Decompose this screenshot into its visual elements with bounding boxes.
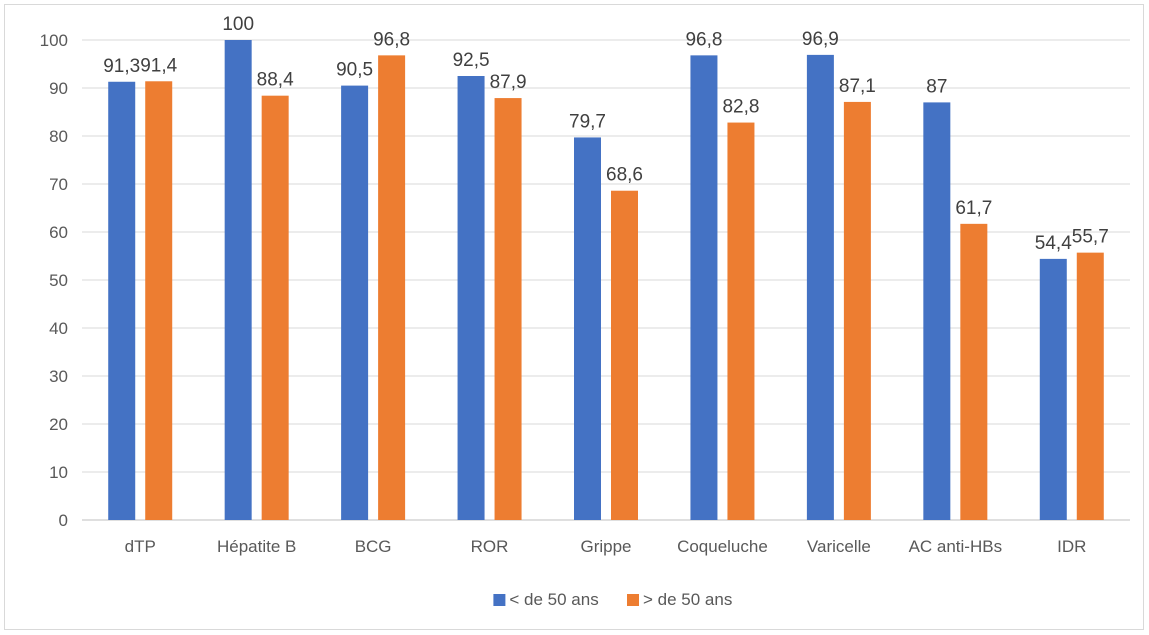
bar (611, 190, 638, 520)
data-label: 61,7 (955, 198, 992, 219)
legend-label: > de 50 ans (643, 590, 732, 609)
y-tick-label: 80 (49, 127, 68, 146)
data-label: 82,8 (722, 97, 759, 118)
data-label: 79,7 (569, 111, 606, 132)
data-label: 91,4 (140, 55, 177, 76)
y-tick-label: 90 (49, 79, 68, 98)
x-tick-label: dTP (125, 537, 156, 556)
x-tick-label: ROR (471, 537, 509, 556)
bar (574, 137, 601, 520)
data-label: 100 (222, 14, 254, 35)
bar (457, 76, 485, 520)
bar (1039, 258, 1067, 520)
data-label: 91,3 (103, 56, 140, 77)
bar (108, 81, 136, 520)
bar (1076, 252, 1104, 520)
data-label: 87,9 (490, 72, 527, 93)
legend-label: < de 50 ans (509, 590, 598, 609)
bar (806, 54, 834, 520)
data-label: 90,5 (336, 60, 373, 81)
bar (494, 98, 522, 520)
data-label: 96,8 (373, 29, 410, 50)
y-tick-label: 70 (49, 175, 68, 194)
x-tick-label: AC anti-HBs (909, 537, 1003, 556)
data-label: 88,4 (257, 70, 294, 91)
y-tick-label: 0 (59, 511, 68, 530)
x-tick-label: Hépatite B (217, 537, 296, 556)
bar (843, 101, 871, 521)
x-tick-label: Varicelle (807, 537, 871, 556)
y-tick-label: 20 (49, 415, 68, 434)
x-tick-label: BCG (355, 537, 392, 556)
bar (341, 85, 369, 520)
y-tick-label: 30 (49, 367, 68, 386)
bar (923, 102, 951, 521)
data-label: 68,6 (606, 165, 643, 186)
bar (690, 55, 718, 521)
data-label: 96,8 (685, 29, 722, 50)
bar (261, 95, 289, 521)
x-tick-label: IDR (1057, 537, 1086, 556)
y-tick-label: 40 (49, 319, 68, 338)
data-label: 92,5 (453, 50, 490, 71)
y-tick-label: 10 (49, 463, 68, 482)
y-tick-label: 50 (49, 271, 68, 290)
legend-swatch (627, 594, 639, 606)
data-label: 87 (926, 76, 947, 97)
bar (727, 122, 755, 520)
data-label: 55,7 (1072, 227, 1109, 248)
y-tick-label: 60 (49, 223, 68, 242)
legend-swatch (493, 594, 506, 606)
data-label: 87,1 (839, 76, 876, 97)
data-label: 96,9 (802, 29, 839, 50)
x-tick-label: Grippe (580, 537, 631, 556)
y-tick-label: 100 (40, 31, 68, 50)
bar (378, 55, 406, 521)
x-tick-label: Coqueluche (677, 537, 768, 556)
bar (960, 223, 988, 520)
bar (224, 40, 252, 520)
data-label: 54,4 (1035, 233, 1072, 254)
bar (145, 81, 173, 520)
